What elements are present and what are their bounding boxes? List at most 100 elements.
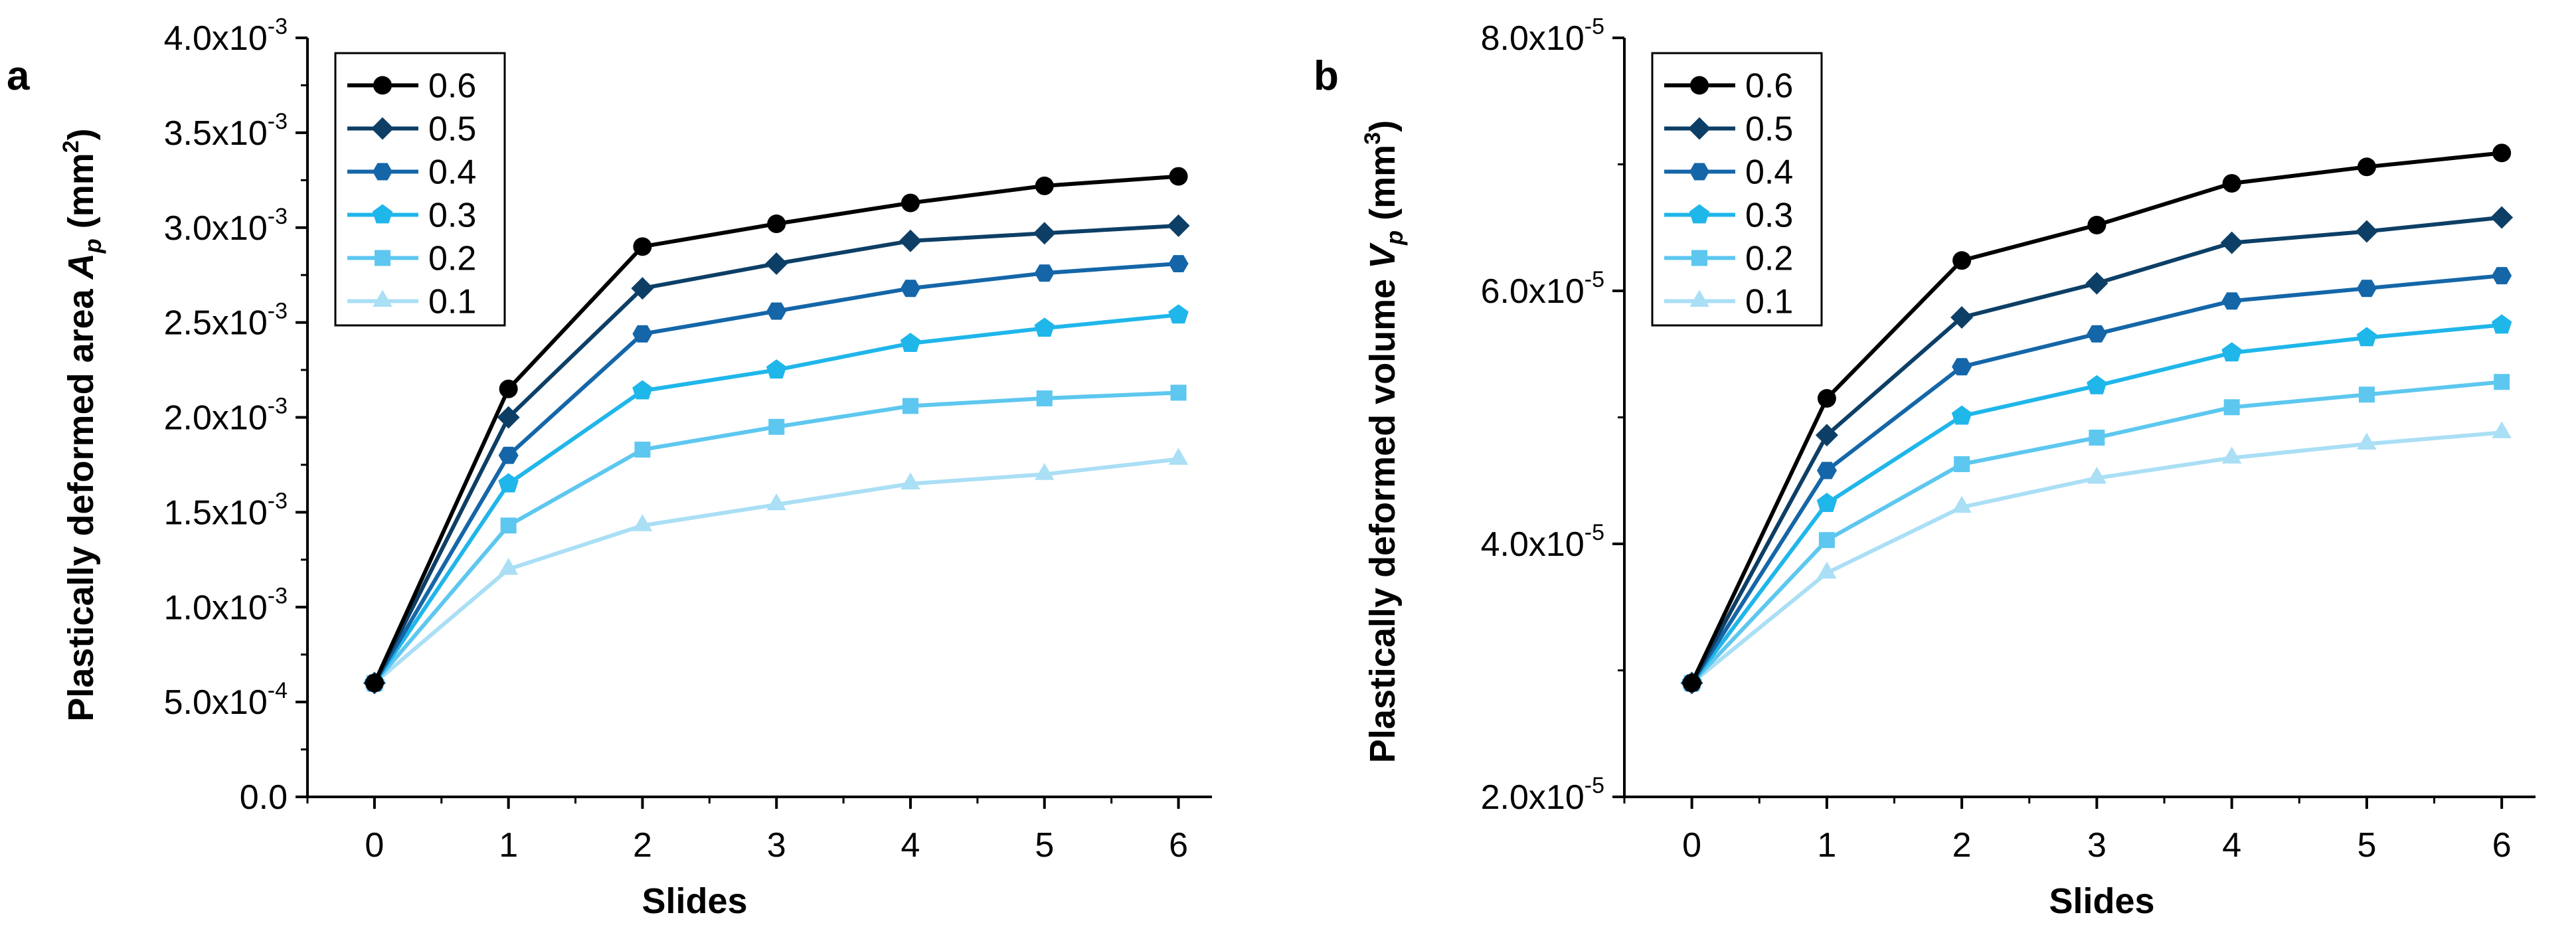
y-axis-title-prefix-a: Plastically deformed area: [61, 279, 101, 721]
y-axis-title-b: Plastically deformed volume Vp (mm3): [1360, 120, 1408, 763]
data-point-a-0.4-3: [766, 302, 787, 320]
y-axis-title-close-b: ): [1363, 120, 1403, 132]
data-point-a-0.2-2: [634, 442, 651, 458]
y-tick-label-b-2: 6.0x10-5: [1481, 267, 1604, 311]
y-axis-title-symbol-a: A: [61, 253, 101, 280]
y-tick-label-a-3: 1.5x10-3: [164, 488, 288, 532]
data-point-b-0.5-1: [1815, 424, 1838, 447]
data-point-b-0.3-4: [2221, 342, 2242, 362]
y-axis-title-symbol-b: V: [1363, 242, 1403, 269]
x-tick-label-b-3: 3: [2087, 826, 2106, 865]
chart-panel-a: a Plastically deformed area Ap (mm2) Sli…: [7, 14, 1212, 921]
legend-label-b-0.5: 0.5: [1745, 110, 1793, 149]
legend-box-b: [1651, 52, 1823, 327]
x-tick-label-a-0: 0: [365, 826, 384, 865]
y-axis-title-unit-a: (mm: [61, 153, 101, 238]
y-tick-label-a-7: 3.5x10-3: [164, 109, 288, 153]
data-point-b-0.5-6: [2490, 206, 2514, 229]
legend-marker-a-0.1: [373, 290, 392, 307]
x-tick-label-b-4: 4: [2222, 826, 2241, 865]
data-point-a-0.6-2: [633, 237, 652, 256]
data-point-b-0.3-6: [2492, 314, 2512, 334]
panel-label-a: a: [7, 53, 30, 99]
data-point-a-0.6-5: [1035, 176, 1054, 195]
data-point-b-0.4-4: [2221, 292, 2242, 310]
legend-marker-a-0.6: [373, 76, 392, 95]
y-tick-label-a-4: 2.0x10-3: [164, 394, 288, 438]
y-tick-label-a-8: 4.0x10-3: [164, 14, 288, 58]
data-point-b-0.6-5: [2357, 157, 2376, 177]
data-point-b-0.5-5: [2355, 220, 2378, 243]
legend-marker-b-0.3: [1689, 204, 1710, 224]
legend-marker-b-0.5: [1688, 117, 1711, 140]
x-tick-label-a-3: 3: [767, 826, 786, 865]
x-tick-label-b-5: 5: [2357, 826, 2376, 865]
data-point-a-0.6-4: [901, 193, 920, 212]
y-axis-title-subscript-b: p: [1381, 230, 1408, 246]
data-point-b-0.1-2: [1952, 495, 1972, 513]
x-tick-label-b-1: 1: [1817, 826, 1836, 865]
x-axis-title-b: Slides: [2049, 881, 2154, 921]
data-point-a-0.6-0: [365, 673, 384, 693]
x-tick-label-a-1: 1: [499, 826, 518, 865]
y-tick-label-a-1: 5.0x10-4: [164, 678, 288, 722]
data-point-a-0.1-4: [901, 472, 920, 489]
y-axis-title-unit-b: (mm: [1363, 145, 1403, 230]
data-point-b-0.4-3: [2087, 325, 2107, 343]
legend-marker-b-0.4: [1689, 163, 1709, 181]
data-point-a-0.4-1: [498, 446, 519, 464]
data-point-b-0.1-1: [1817, 561, 1837, 579]
data-point-b-0.4-5: [2356, 280, 2377, 298]
data-point-a-0.2-1: [500, 517, 517, 534]
legend-marker-a-0.3: [372, 204, 393, 224]
data-point-b-0.3-5: [2356, 327, 2377, 347]
legend-label-b-0.2: 0.2: [1745, 240, 1793, 278]
y-axis-title-a: Plastically deformed area Ap (mm2): [58, 128, 106, 721]
data-point-b-0.1-4: [2221, 446, 2242, 464]
y-tick-label-a-6: 3.0x10-3: [164, 204, 288, 248]
data-point-b-0.2-4: [2223, 399, 2240, 416]
x-tick-label-a-2: 2: [633, 826, 652, 865]
data-point-b-0.2-3: [2089, 429, 2105, 446]
data-point-b-0.5-3: [2085, 272, 2108, 295]
data-point-b-0.2-2: [1954, 456, 1970, 472]
data-point-b-0.1-3: [2087, 466, 2107, 484]
y-axis-title-subscript-a: p: [79, 238, 106, 254]
data-point-b-0.1-6: [2492, 421, 2512, 438]
chart-panel-b: b Plastically deformed volume Vp (mm3) S…: [1314, 14, 2535, 921]
y-tick-label-b-3: 8.0x10-5: [1481, 14, 1604, 58]
data-point-a-0.4-2: [632, 325, 653, 343]
series-line-a-0.2: [373, 390, 1179, 685]
data-point-a-0.2-4: [902, 398, 918, 414]
y-tick-label-a-2: 1.0x10-3: [164, 583, 288, 627]
data-point-b-0.6-6: [2492, 143, 2512, 163]
data-point-b-0.6-0: [1682, 673, 1701, 693]
data-point-b-0.4-1: [1816, 462, 1837, 479]
legend-label-a-0.6: 0.6: [428, 67, 476, 106]
x-tick-label-b-2: 2: [1952, 826, 1972, 865]
data-point-a-0.2-5: [1036, 390, 1053, 406]
data-point-a-0.5-5: [1033, 222, 1056, 245]
data-point-b-0.3-2: [1951, 405, 1972, 425]
data-point-a-0.1-6: [1168, 448, 1189, 465]
y-axis-title-close-a: ): [61, 128, 101, 140]
data-point-a-0.3-6: [1168, 304, 1189, 324]
data-point-a-0.1-5: [1035, 463, 1055, 480]
data-point-a-0.5-1: [497, 406, 520, 429]
legend-marker-a-0.2: [375, 250, 390, 266]
legend-marker-a-0.4: [373, 163, 392, 181]
legend-label-b-0.1: 0.1: [1745, 283, 1793, 321]
data-point-b-0.3-1: [1816, 493, 1838, 512]
legend-marker-b-0.2: [1691, 250, 1707, 266]
x-tick-label-a-4: 4: [901, 826, 920, 865]
data-point-a-0.3-3: [766, 359, 787, 379]
data-point-a-0.2-6: [1170, 384, 1187, 401]
data-point-b-0.2-1: [1818, 532, 1835, 549]
legend-label-b-0.4: 0.4: [1745, 153, 1793, 192]
x-tick-label-b-0: 0: [1682, 826, 1701, 865]
data-point-a-0.5-4: [899, 229, 922, 252]
data-point-a-0.1-2: [632, 514, 653, 531]
data-point-a-0.4-5: [1034, 264, 1055, 282]
legend-label-b-0.3: 0.3: [1745, 197, 1793, 235]
data-point-b-0.6-3: [2087, 215, 2106, 234]
